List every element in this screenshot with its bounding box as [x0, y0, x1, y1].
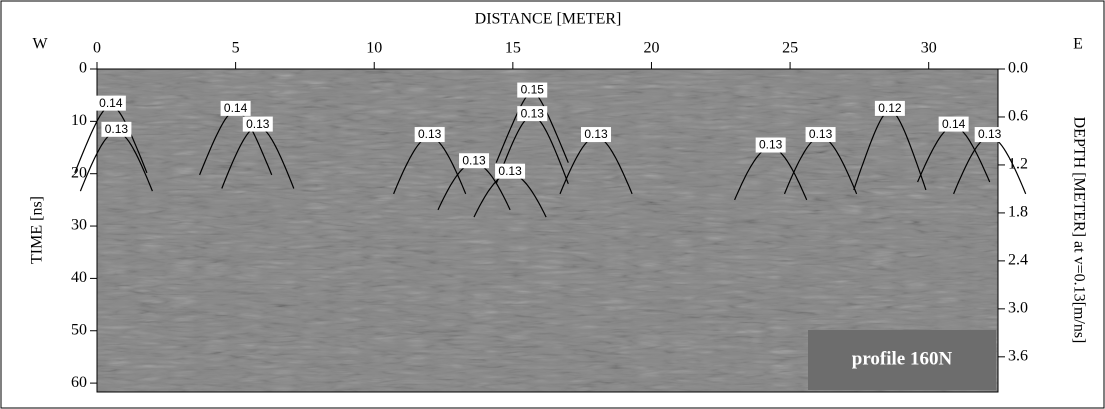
velocity-label-box	[581, 127, 612, 143]
velocity-label-box	[95, 95, 126, 111]
velocity-label-box	[938, 116, 969, 132]
velocity-label: 0.12	[878, 101, 902, 115]
velocity-label-box	[517, 106, 548, 122]
velocity-label-box	[874, 100, 905, 116]
y-tick-label: 50	[71, 321, 87, 338]
y-tick-label: 40	[71, 269, 87, 286]
velocity-label: 0.13	[498, 164, 522, 178]
velocity-label: 0.13	[521, 106, 545, 120]
velocity-label: 0.15	[521, 83, 545, 97]
y2-tick-label: 3.0	[1008, 300, 1028, 317]
y-tick-label: 0	[79, 60, 87, 77]
x-tick-label: 15	[505, 40, 521, 57]
x-axis-label: DISTANCE [METER]	[475, 11, 622, 28]
profile-box	[808, 330, 996, 390]
velocity-label: 0.14	[99, 96, 123, 110]
velocity-label: 0.13	[462, 153, 486, 167]
y2-tick-label: 0.0	[1008, 60, 1028, 77]
x-tick-label: 25	[782, 40, 798, 57]
velocity-label-box	[459, 153, 490, 169]
y-tick-label: 60	[71, 374, 87, 391]
velocity-label-box	[101, 121, 132, 137]
y2-tick-label: 3.6	[1008, 347, 1028, 364]
velocity-label: 0.13	[978, 127, 1002, 141]
y2-axis-label: DEPTH [METER] at v=0.13[m/ns]	[1070, 117, 1087, 344]
y-axis-label: TIME [ns]	[29, 196, 46, 264]
velocity-label: 0.14	[942, 117, 966, 131]
velocity-label: 0.13	[809, 127, 833, 141]
velocity-label: 0.13	[246, 117, 270, 131]
y-tick-label: 30	[71, 217, 87, 234]
y-tick-label: 20	[71, 164, 87, 181]
y2-tick-label: 2.4	[1008, 252, 1028, 269]
y2-tick-label: 1.2	[1008, 156, 1028, 173]
velocity-label-box	[517, 82, 548, 98]
x-tick-label: 20	[643, 40, 659, 57]
x-tick-label: 5	[232, 40, 240, 57]
x-tick-label: 0	[93, 40, 101, 57]
y-tick-label: 10	[71, 112, 87, 129]
west-label: W	[32, 36, 48, 53]
profile-label: profile 160N	[852, 348, 953, 369]
x-tick-label: 30	[921, 40, 937, 57]
y2-tick-label: 0.6	[1008, 108, 1028, 125]
velocity-label: 0.13	[105, 122, 129, 136]
velocity-label-box	[755, 137, 786, 153]
velocity-label-box	[495, 163, 526, 179]
velocity-label: 0.13	[759, 138, 783, 152]
velocity-label-box	[974, 127, 1005, 143]
velocity-label-box	[242, 116, 273, 132]
velocity-label: 0.13	[418, 127, 442, 141]
y2-tick-label: 1.8	[1008, 204, 1028, 221]
velocity-label: 0.13	[584, 127, 608, 141]
velocity-label-box	[220, 100, 251, 116]
velocity-label-box	[805, 127, 836, 143]
plot-border	[96, 68, 999, 393]
east-label: E	[1073, 36, 1083, 53]
x-tick-label: 10	[366, 40, 382, 57]
velocity-label: 0.14	[224, 101, 248, 115]
velocity-label-box	[414, 127, 445, 143]
